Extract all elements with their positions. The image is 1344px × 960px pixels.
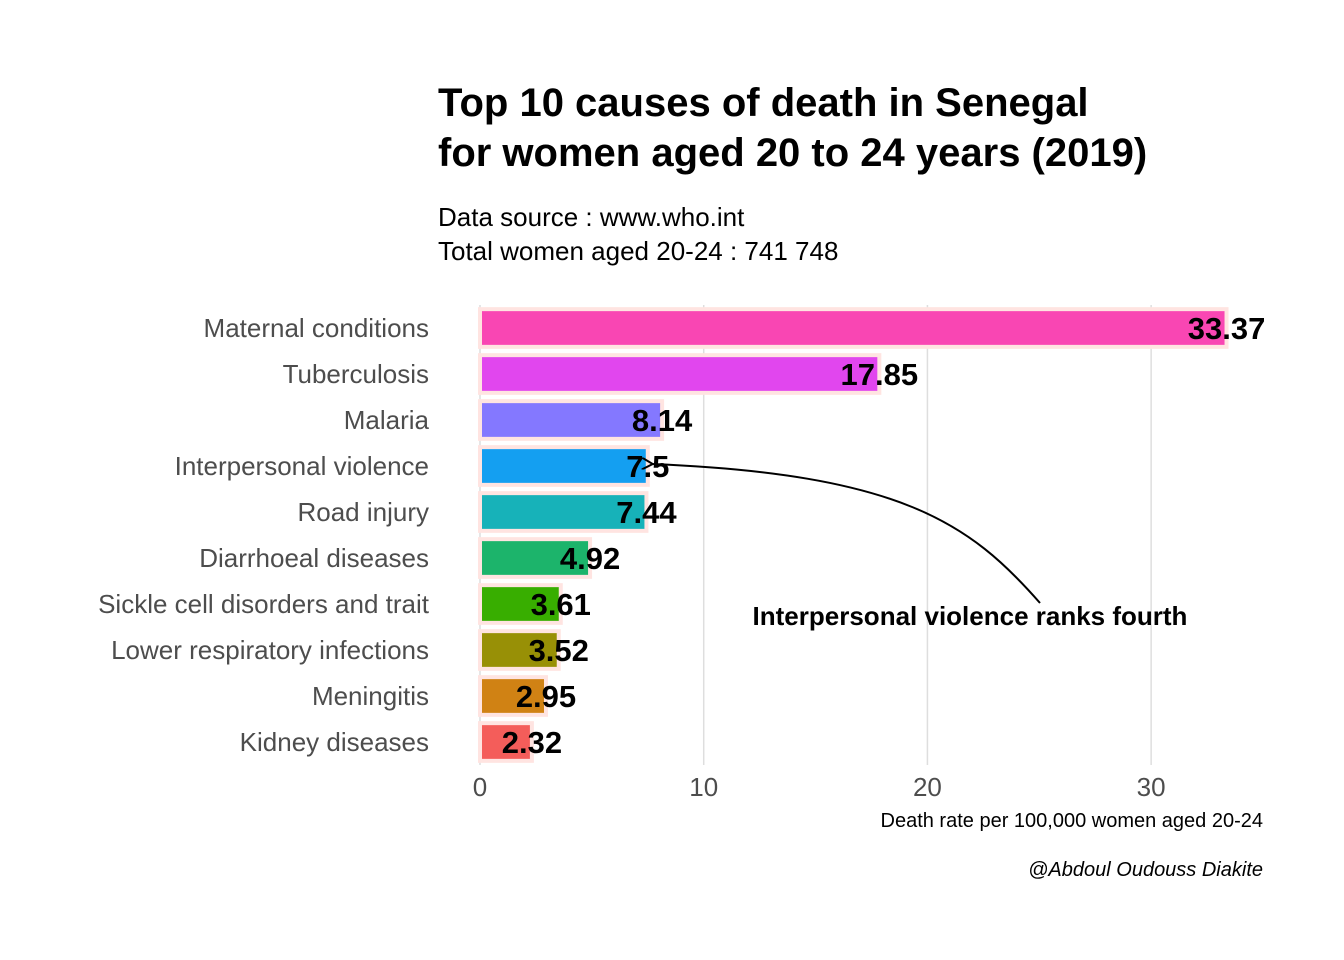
bar <box>478 445 650 487</box>
bar <box>478 583 563 625</box>
value-label: 7.5 <box>626 449 669 484</box>
value-label: 17.85 <box>841 357 919 392</box>
bar <box>478 629 561 671</box>
chart-subtitle: Data source : www.who.int Total women ag… <box>438 202 838 266</box>
category-label: Kidney diseases <box>240 727 429 757</box>
value-label: 7.44 <box>616 495 677 530</box>
x-axis-title: Death rate per 100,000 women aged 20-24 <box>881 810 1264 832</box>
value-label: 4.92 <box>560 541 620 576</box>
value-labels: 33.37 17.85 8.14 7.5 7.44 4.92 3.61 3.52 2.95 2.3… <box>502 311 1266 760</box>
annotation-arrow <box>652 464 1041 604</box>
bar <box>478 353 882 395</box>
bar <box>478 537 593 579</box>
value-label: 2.32 <box>502 725 562 760</box>
subtitle-line-1: Data source : www.who.int <box>438 202 745 232</box>
category-label: Maternal conditions <box>204 313 429 343</box>
category-labels: Maternal conditions Tuberculosis Malaria In… <box>98 313 430 757</box>
title-line-1: Top 10 causes of death in Senegal <box>438 81 1089 125</box>
category-label: Road injury <box>297 497 429 527</box>
category-label: Lower respiratory infections <box>111 635 429 665</box>
category-label: Malaria <box>344 405 430 435</box>
caption: @Abdoul Oudouss Diakite <box>1028 859 1263 881</box>
x-tick-label: 0 <box>473 772 487 802</box>
category-label: Meningitis <box>312 681 429 711</box>
title-line-2: for women aged 20 to 24 years (2019) <box>438 131 1147 175</box>
bar <box>478 491 649 533</box>
bars <box>478 307 1229 763</box>
x-tick-label: 10 <box>689 772 718 802</box>
category-label: Tuberculosis <box>283 359 429 389</box>
value-label: 2.95 <box>516 679 576 714</box>
bar <box>478 721 534 763</box>
chart-title: Top 10 causes of death in Senegal for wo… <box>438 81 1147 175</box>
annotation-text: Interpersonal violence ranks fourth <box>753 601 1188 631</box>
x-tick-label: 30 <box>1137 772 1166 802</box>
value-label: 8.14 <box>632 403 693 438</box>
x-tick-label: 20 <box>913 772 942 802</box>
category-label: Sickle cell disorders and trait <box>98 589 430 619</box>
value-label: 33.37 <box>1188 311 1266 346</box>
annotation: Interpersonal violence ranks fourth <box>652 464 1188 631</box>
category-label: Diarrhoeal diseases <box>199 543 429 573</box>
value-label: 3.61 <box>531 587 591 622</box>
value-label: 3.52 <box>529 633 589 668</box>
category-label: Interpersonal violence <box>175 451 429 481</box>
subtitle-line-2: Total women aged 20-24 : 741 748 <box>438 236 838 266</box>
x-axis-ticks: 0 10 20 30 <box>473 772 1166 802</box>
bar <box>478 399 665 441</box>
bar <box>478 675 548 717</box>
bar <box>478 307 1229 349</box>
